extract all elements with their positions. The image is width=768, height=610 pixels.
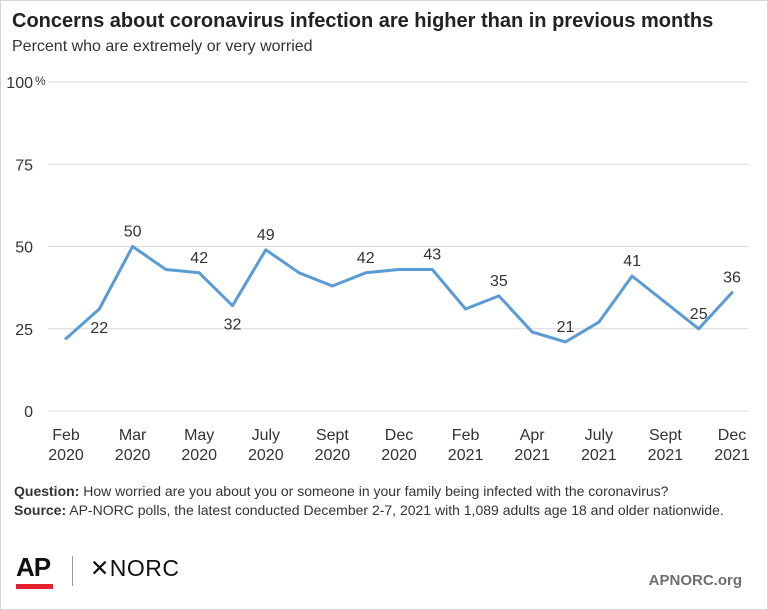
data-label: 25 [690, 306, 708, 323]
data-label: 49 [257, 227, 275, 244]
logo-divider [72, 556, 73, 586]
site-link[interactable]: APNORC.org [648, 572, 742, 589]
data-label: 22 [90, 320, 108, 337]
x-tick-label-month: Feb [52, 427, 80, 444]
norc-wordmark: NORC [109, 555, 180, 581]
x-tick-label-year: 2020 [48, 447, 84, 464]
data-label: 42 [357, 250, 375, 267]
x-tick-label-month: Dec [385, 427, 413, 444]
x-tick-label-year: 2020 [181, 447, 217, 464]
y-tick-label-0: 0 [24, 404, 33, 421]
x-tick-label-month: Dec [718, 427, 746, 444]
x-tick-label-year: 2021 [581, 447, 617, 464]
x-tick-label-month: May [184, 427, 214, 444]
chart-title: Concerns about coronavirus infection are… [12, 10, 714, 32]
y-tick-label-50: 50 [15, 240, 33, 257]
norc-star-icon: ✕ [90, 555, 110, 581]
source-label: Source: [14, 502, 67, 518]
question-text: How worried are you about you or someone… [83, 483, 669, 499]
chart-subtitle: Percent who are extremely or very worrie… [12, 38, 313, 55]
x-tick-label-month: Mar [119, 427, 147, 444]
y-tick-label-25: 25 [15, 322, 33, 339]
y-unit-label: % [35, 74, 46, 88]
ap-logo-bar [16, 584, 53, 589]
data-label: 41 [623, 253, 641, 270]
source-text: AP-NORC polls, the latest conducted Dece… [69, 502, 724, 518]
x-tick-label-year: 2020 [315, 447, 351, 464]
data-label: 35 [490, 273, 508, 290]
x-tick-label-year: 2020 [248, 447, 284, 464]
y-tick-label-75: 75 [15, 157, 33, 174]
data-label: 43 [423, 247, 441, 264]
x-tick-label-year: 2020 [381, 447, 417, 464]
x-tick-label-year: 2021 [448, 447, 484, 464]
line-chart: 0 25 50 75 100 % Feb 2020 Mar 2020 May 2020 July 2020… [6, 74, 750, 464]
question-note: Question: How worried are you about you … [14, 482, 759, 501]
x-tick-label-month: July [585, 427, 613, 444]
data-label: 50 [124, 224, 142, 241]
x-tick-label-year: 2021 [514, 447, 550, 464]
question-label: Question: [14, 483, 80, 499]
data-label: 21 [557, 319, 575, 336]
source-note: Source: AP-NORC polls, the latest conduc… [14, 501, 759, 520]
x-tick-label-year: 2021 [648, 447, 684, 464]
data-label: 32 [224, 317, 242, 334]
x-tick-label-month: Sept [649, 427, 682, 444]
ap-logo: AP [16, 552, 51, 582]
x-tick-label-month: Apr [520, 427, 546, 444]
chart-notes: Question: How worried are you about you … [14, 482, 759, 520]
data-label: 42 [190, 250, 208, 267]
data-label: 36 [723, 270, 741, 287]
x-tick-label-month: Feb [452, 427, 480, 444]
y-tick-label-100: 100 [6, 75, 33, 92]
x-tick-label-month: July [252, 427, 280, 444]
x-tick-label-year: 2021 [714, 447, 750, 464]
x-tick-label-year: 2020 [115, 447, 151, 464]
norc-logo: ✕NORC [90, 555, 180, 582]
x-tick-label-month: Sept [316, 427, 349, 444]
